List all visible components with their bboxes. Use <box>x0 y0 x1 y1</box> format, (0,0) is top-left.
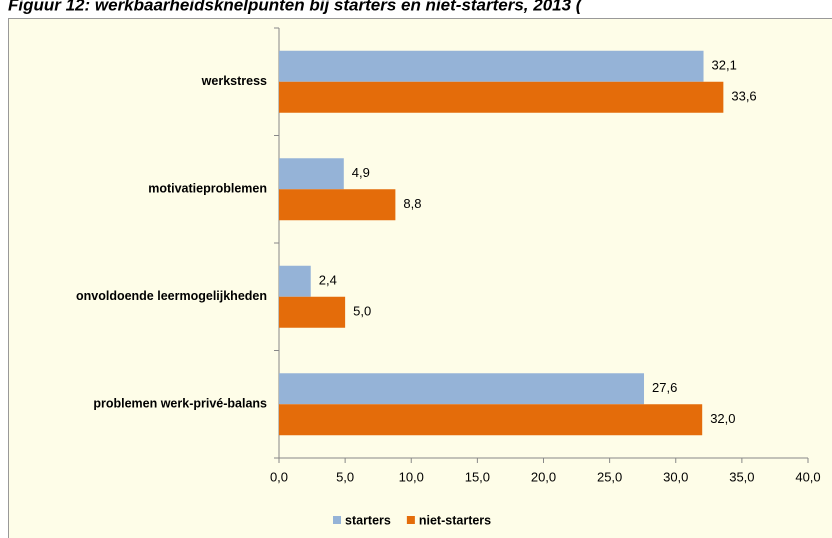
x-tick-label: 0,0 <box>270 469 288 484</box>
value-label: 33,6 <box>731 89 756 104</box>
value-label: 32,1 <box>712 58 737 73</box>
bar <box>279 296 346 328</box>
legend-swatch <box>333 516 341 524</box>
bar <box>279 404 703 436</box>
legend-swatch <box>406 516 415 524</box>
chart-title: Figuur 12: werkbaarheidsknelpunten bij s… <box>8 0 584 14</box>
value-label: 27,6 <box>652 380 677 395</box>
x-tick-label: 15,0 <box>465 469 490 484</box>
bar <box>279 81 724 113</box>
category-label: problemen werk-privé-balans <box>93 397 267 411</box>
bar <box>279 50 704 82</box>
legend-label: starters <box>345 513 391 527</box>
value-label: 2,4 <box>319 273 337 288</box>
x-tick-label: 25,0 <box>597 469 622 484</box>
bar <box>279 373 645 405</box>
value-label: 5,0 <box>353 304 371 319</box>
x-tick-label: 20,0 <box>531 469 556 484</box>
x-tick-label: 30,0 <box>663 469 688 484</box>
legend-label: niet-starters <box>419 513 491 527</box>
x-tick-label: 10,0 <box>399 469 424 484</box>
x-tick-label: 35,0 <box>729 469 754 484</box>
x-tick-label: 5,0 <box>336 469 354 484</box>
value-label: 4,9 <box>352 165 370 180</box>
category-label: onvoldoende leermogelijkheden <box>76 289 267 303</box>
value-label: 32,0 <box>710 411 735 426</box>
bar <box>279 189 396 221</box>
category-label: werkstress <box>201 74 267 88</box>
bar <box>279 265 311 297</box>
x-tick-label: 40,0 <box>795 469 820 484</box>
bar <box>279 158 344 190</box>
category-label: motivatieproblemen <box>148 182 267 196</box>
value-label: 8,8 <box>403 196 421 211</box>
